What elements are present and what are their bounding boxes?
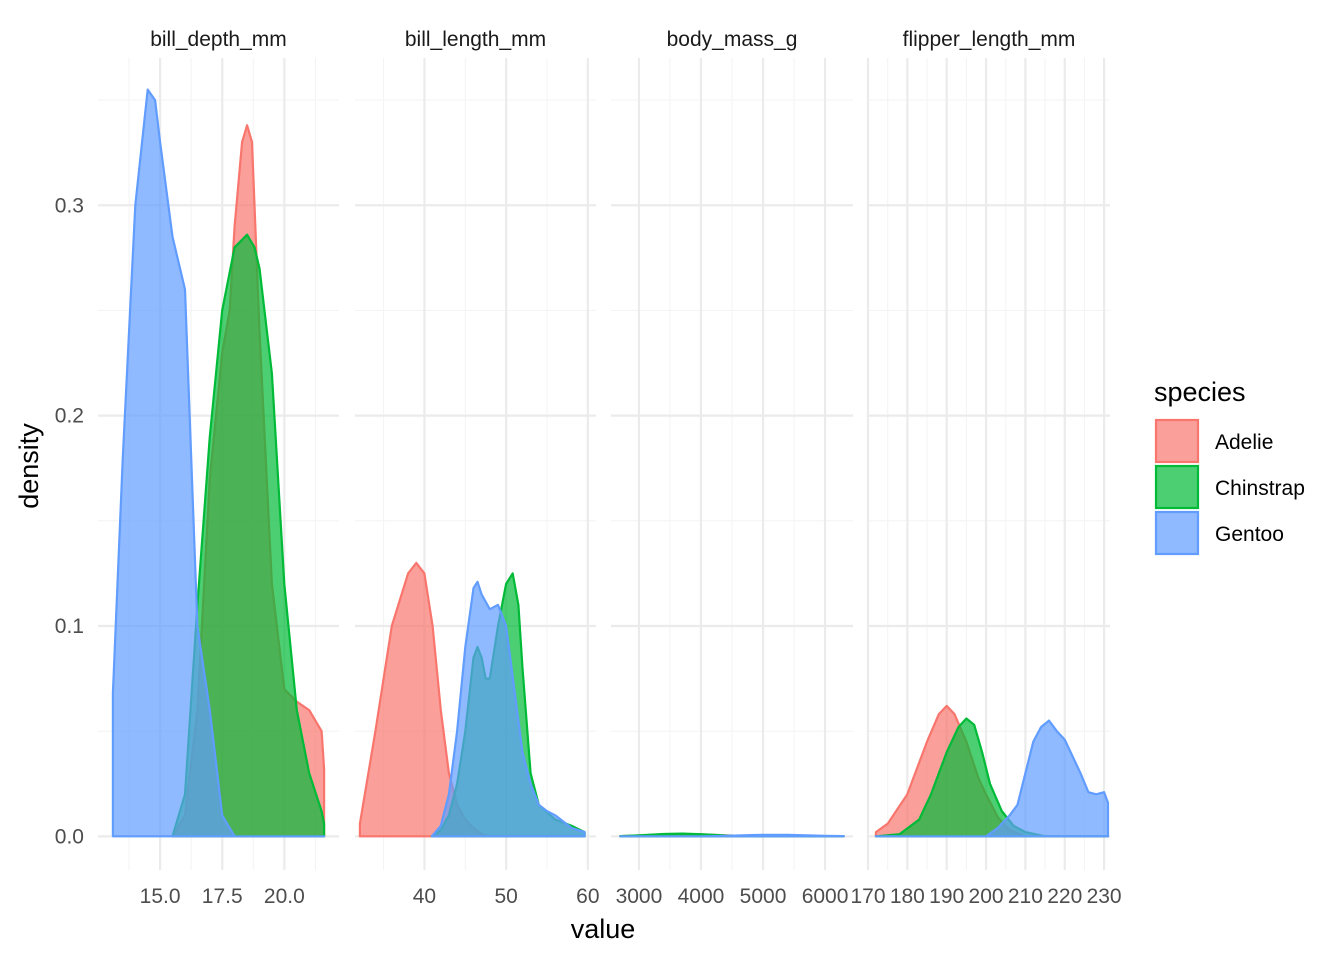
- density-area-gentoo: [619, 833, 845, 838]
- facet-panel-bill_depth_mm: bill_depth_mm 15.0 17.5 20.0: [98, 28, 339, 908]
- legend-label-gentoo: Gentoo: [1215, 523, 1284, 546]
- y-axis-ticks: 0.0 0.1 0.2 0.3: [55, 194, 84, 848]
- x-tick-label: 220: [1047, 885, 1082, 908]
- x-tick-label: 190: [929, 885, 964, 908]
- x-tick-label: 6000: [802, 885, 849, 908]
- density-area-gentoo: [111, 88, 326, 838]
- legend-key-chinstrap: [1154, 464, 1200, 510]
- facet-strip-label: flipper_length_mm: [903, 28, 1076, 51]
- y-axis-title: density: [14, 423, 44, 509]
- legend-title: species: [1154, 377, 1246, 407]
- x-tick-label: 15.0: [140, 885, 181, 908]
- legend-key-gentoo: [1154, 510, 1200, 556]
- x-tick-label: 180: [890, 885, 925, 908]
- y-tick-label: 0.0: [55, 825, 84, 848]
- facet-strip-label: bill_depth_mm: [150, 28, 287, 51]
- density-area-gentoo: [430, 580, 586, 838]
- x-tick-label: 50: [494, 885, 517, 908]
- y-tick-label: 0.1: [55, 615, 84, 638]
- facet-strip-label: bill_length_mm: [405, 28, 546, 51]
- density-area-gentoo: [874, 719, 1110, 838]
- x-tick-label: 17.5: [202, 885, 243, 908]
- x-tick-label: 200: [969, 885, 1004, 908]
- x-tick-label: 40: [413, 885, 436, 908]
- x-tick-label: 3000: [616, 885, 663, 908]
- facet-panel-bill_length_mm: bill_length_mm 40 50 60: [355, 28, 600, 908]
- density-area-chinstrap: [171, 233, 326, 838]
- facet-strip-label: body_mass_g: [667, 28, 798, 51]
- legend-label-adelie: Adelie: [1215, 431, 1273, 454]
- facet-panel-flipper_length_mm: flipper_length_mm 170 180 190 200 210 220 230: [850, 28, 1121, 908]
- legend-key-adelie: [1154, 418, 1200, 464]
- facet-panel-body_mass_g: body_mass_g 3000 4000 5000 6000: [611, 28, 853, 908]
- legend-label-chinstrap: Chinstrap: [1215, 477, 1305, 500]
- legend-items: Adelie Chinstrap Gentoo: [1154, 418, 1305, 556]
- x-tick-label: 20.0: [264, 885, 305, 908]
- legend: species Adelie Chinstrap Gentoo: [1154, 377, 1305, 556]
- x-tick-label: 60: [576, 885, 599, 908]
- x-tick-label: 230: [1087, 885, 1122, 908]
- x-tick-label: 4000: [678, 885, 725, 908]
- facet-panels: bill_depth_mm 15.0 17.5 20.0 bill_length_mm 4…: [98, 28, 1122, 908]
- y-tick-label: 0.2: [55, 405, 84, 428]
- x-tick-label: 170: [850, 885, 885, 908]
- y-tick-label: 0.3: [55, 194, 84, 217]
- x-axis-title: value: [571, 914, 636, 944]
- x-tick-label: 5000: [740, 885, 787, 908]
- x-tick-label: 210: [1008, 885, 1043, 908]
